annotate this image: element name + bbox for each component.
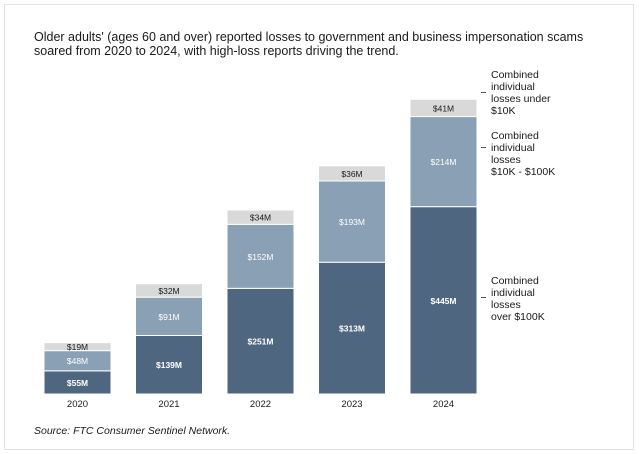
legend-line: individual — [491, 142, 535, 154]
legend-line: $10K - $100K — [491, 166, 556, 178]
data-label: $32M — [158, 286, 179, 296]
legend-marker-10k-100k — [481, 147, 486, 148]
legend-marker-under-10k — [481, 92, 486, 93]
bar-segment — [409, 98, 478, 118]
legend-line: Combined — [491, 69, 539, 81]
data-label: $139M — [156, 360, 182, 370]
bar-segment — [226, 223, 295, 289]
x-tick-label: 2023 — [341, 399, 362, 410]
data-label: $214M — [431, 157, 457, 167]
legend-under-10k: Combined individual losses under $10K — [491, 69, 611, 117]
legend-10k-100k: Combined individual losses $10K - $100K — [491, 130, 611, 178]
bar-segment — [135, 334, 203, 395]
chart-title: Older adults' (ages 60 and over) reporte… — [34, 30, 584, 58]
data-label: $152M — [248, 252, 274, 262]
data-label: $193M — [339, 217, 365, 227]
data-label: $36M — [341, 169, 362, 179]
legend-over-100k: Combined individual losses over $100K — [491, 275, 611, 323]
legend-line: over $100K — [491, 311, 545, 323]
data-label: $313M — [339, 324, 365, 334]
data-label: $251M — [248, 337, 274, 347]
x-tick-label: 2022 — [250, 399, 271, 410]
legend-line: losses under — [491, 93, 551, 105]
bar-segment — [318, 165, 386, 182]
legend-line: losses — [491, 299, 521, 311]
bar-segment — [135, 296, 203, 336]
bar-segment — [135, 283, 203, 298]
data-label: $41M — [433, 103, 454, 113]
legend-line: Combined — [491, 130, 539, 142]
x-tick-label: 2024 — [433, 399, 454, 410]
data-label: $34M — [250, 213, 271, 223]
x-tick-label: 2020 — [67, 399, 88, 410]
data-label: $55M — [67, 378, 88, 388]
data-label: $19M — [67, 342, 88, 352]
legend-line: Combined — [491, 275, 539, 287]
legend-line: $10K — [491, 105, 516, 117]
data-label: $48M — [67, 356, 88, 366]
bar-segment — [43, 342, 112, 352]
bar-segment — [226, 209, 295, 225]
bar-segment — [318, 180, 386, 263]
x-tick-label: 2021 — [158, 399, 179, 410]
bar-segment — [409, 206, 478, 395]
legend-line: losses — [491, 154, 521, 166]
source-note: Source: FTC Consumer Sentinel Network. — [34, 425, 231, 437]
bar-segment — [318, 261, 386, 395]
data-label: $91M — [158, 312, 179, 322]
legend-marker-over-100k — [481, 297, 486, 298]
legend-line: individual — [491, 287, 535, 299]
data-label: $445M — [431, 296, 457, 306]
legend-line: individual — [491, 81, 535, 93]
